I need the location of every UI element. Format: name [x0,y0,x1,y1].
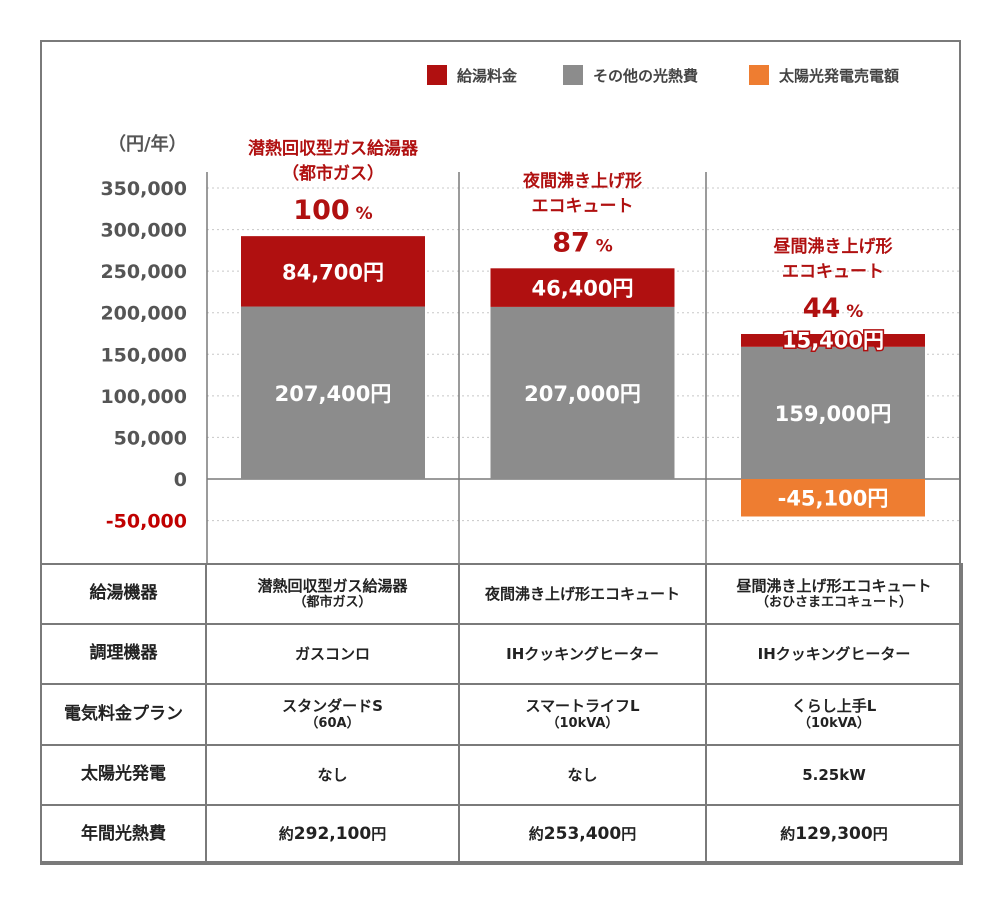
y-tick-label: 50,000 [114,427,187,449]
y-tick-label: 350,000 [100,178,187,200]
table-row: 太陽光発電 なし なし 5.25kW [40,744,963,806]
category-title: 昼間沸き上げ形 [774,236,893,257]
bar-value-label: 46,400円 [531,277,633,301]
category-title: エコキュート [782,262,884,282]
percent-label: 100% [293,195,372,226]
table-cell: なし [458,744,707,806]
bar-segment [741,479,925,517]
legend-swatch [749,65,769,85]
table-row: 電気料金プラン スタンダードS （60A） スマートライフL （10kVA） くらし上手L… [40,683,963,746]
stacked-bar-chart: 350,000 300,000 250,000 200,000 150,000 100,0… [100,65,960,563]
y-tick-label: 200,000 [100,303,187,325]
annual-cost-cell: 約129,300円 [705,804,963,865]
y-tick-label: 300,000 [100,220,187,242]
category-title: 潜熱回収型ガス給湯器 [248,138,419,159]
y-tick-label: 0 [174,469,187,491]
legend-label: その他の光熱費 [593,67,698,85]
category-title: （都市ガス） [282,163,384,184]
table-cell: くらし上手L （10kVA） [705,683,963,746]
table-cell: 5.25kW [705,744,963,806]
legend-label: 給湯料金 [457,67,518,85]
y-unit-label: （円/年） [108,133,187,155]
row-header: 給湯機器 [40,563,207,625]
percent-label: 87% [552,227,613,258]
table-cell: スタンダードS （60A） [205,683,460,746]
annual-cost-cell: 約292,100円 [205,804,460,865]
table-cell: なし [205,744,460,806]
bar-value-label: 15,400円 [782,328,884,352]
annual-cost-cell: 約253,400円 [458,804,707,865]
bar-segment [490,268,675,307]
bar-segment [741,333,925,347]
table-row: 調理機器 ガスコンロ IHクッキングヒーター IHクッキングヒーター [40,623,963,685]
table-cell: 夜間沸き上げ形エコキュート [458,563,707,625]
bar-value-label: -45,100円 [778,487,889,511]
table-cell: IHクッキングヒーター [458,623,707,685]
table-cell: 潜熱回収型ガス給湯器 （都市ガス） [205,563,460,625]
table-cell: スマートライフL （10kVA） [458,683,707,746]
bar-segment [490,306,675,479]
table-row: 給湯機器 潜熱回収型ガス給湯器 （都市ガス） 夜間沸き上げ形エコキュート 昼間沸き上げ形… [40,563,963,625]
y-tick-label: 250,000 [100,261,187,283]
table-cell: IHクッキングヒーター [705,623,963,685]
table-row-total: 年間光熱費 約292,100円 約253,400円 約129,300円 [40,804,963,865]
bar-value-label: 159,000円 [775,402,892,426]
category-title: 夜間沸き上げ形 [522,170,642,191]
comparison-table: 給湯機器 潜熱回収型ガス給湯器 （都市ガス） 夜間沸き上げ形エコキュート 昼間沸き上げ形… [40,563,963,865]
bar-value-label: 207,000円 [524,382,641,406]
row-header: 調理機器 [40,623,207,685]
bar-segment [241,236,425,307]
table-cell: ガスコンロ [205,623,460,685]
bar-value-label: 84,700円 [282,260,384,284]
percent-label: 44% [803,293,864,324]
row-header: 電気料金プラン [40,683,207,746]
y-tick-label: 100,000 [100,386,187,408]
table-cell: 昼間沸き上げ形エコキュート （おひさまエコキュート） [705,563,963,625]
row-header: 年間光熱費 [40,804,207,865]
bar-value-label: 207,400円 [275,382,392,406]
legend-swatch [427,65,447,85]
legend-label: 太陽光発電売電額 [779,67,899,85]
legend-swatch [563,65,583,85]
bar-segment [241,306,425,479]
y-tick-label: 150,000 [100,344,187,366]
bar-segment [741,346,925,479]
y-tick-label: -50,000 [106,511,187,533]
row-header: 太陽光発電 [40,744,207,806]
category-title: エコキュート [532,196,634,216]
